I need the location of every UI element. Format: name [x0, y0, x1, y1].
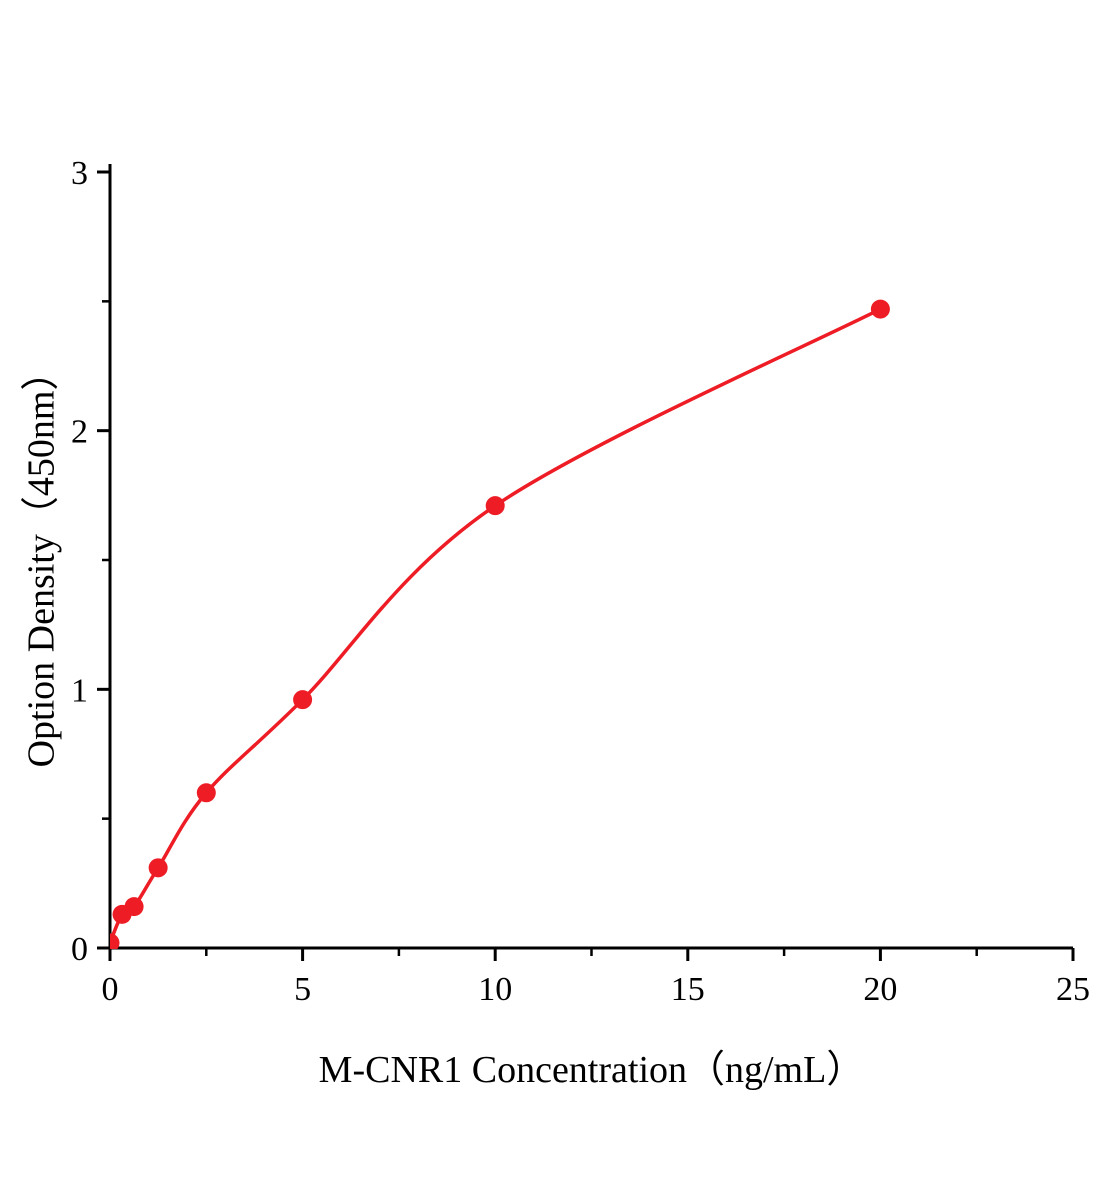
- axes: [108, 164, 1073, 950]
- data-point: [870, 299, 890, 319]
- y-tick-label: 1: [71, 672, 88, 709]
- data-point: [110, 933, 120, 949]
- y-tick-label: 3: [71, 155, 88, 192]
- x-tick-label: 10: [478, 971, 512, 1008]
- x-tick-label: 5: [294, 971, 311, 1008]
- data-point: [196, 783, 216, 803]
- data-point: [148, 858, 168, 878]
- data-point: [485, 496, 505, 516]
- data-point: [124, 897, 144, 917]
- x-tick-label: 20: [863, 971, 897, 1008]
- x-tick-label: 0: [102, 971, 119, 1008]
- data-point: [293, 690, 313, 710]
- y-tick-label: 2: [71, 414, 88, 451]
- x-tick-label: 25: [1056, 971, 1090, 1008]
- x-tick-label: 15: [671, 971, 705, 1008]
- fitted-curve: [110, 307, 882, 944]
- y-axis-label: Option Density（450nm）: [20, 352, 63, 768]
- y-tick-label: 0: [71, 931, 88, 968]
- x-axis-label: M-CNR1 Concentration（ng/mL）: [318, 1049, 865, 1091]
